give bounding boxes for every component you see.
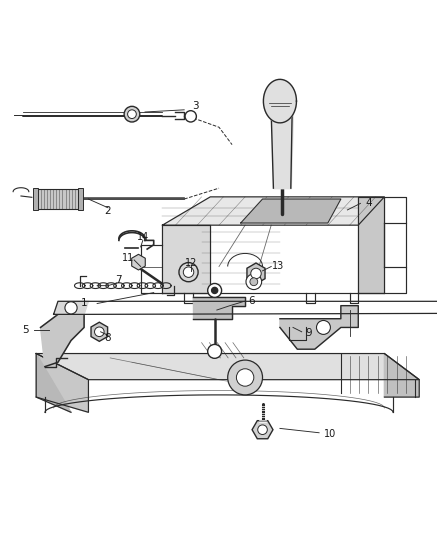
Polygon shape — [36, 353, 88, 413]
Text: 6: 6 — [248, 296, 255, 306]
Circle shape — [228, 360, 262, 395]
Circle shape — [212, 287, 218, 294]
Polygon shape — [36, 353, 419, 379]
Bar — [36, 189, 80, 208]
Text: 3: 3 — [192, 101, 198, 111]
Polygon shape — [385, 353, 419, 397]
Text: 9: 9 — [305, 328, 311, 338]
Text: 13: 13 — [272, 261, 284, 271]
Polygon shape — [280, 305, 358, 349]
Polygon shape — [53, 301, 88, 314]
Circle shape — [184, 267, 194, 277]
Polygon shape — [162, 197, 385, 225]
Polygon shape — [358, 197, 385, 293]
Polygon shape — [41, 305, 84, 367]
Text: 5: 5 — [22, 325, 28, 335]
Circle shape — [250, 278, 258, 286]
Text: 7: 7 — [116, 276, 122, 286]
Circle shape — [95, 327, 104, 336]
Text: 2: 2 — [105, 206, 111, 216]
Text: 1: 1 — [81, 298, 88, 309]
Text: 11: 11 — [121, 253, 134, 263]
Circle shape — [179, 263, 198, 282]
Circle shape — [124, 107, 140, 122]
Text: 10: 10 — [324, 429, 336, 439]
Bar — [33, 188, 38, 211]
Text: 12: 12 — [184, 258, 197, 268]
Circle shape — [208, 284, 222, 297]
Circle shape — [65, 302, 77, 314]
Circle shape — [208, 344, 222, 358]
Polygon shape — [36, 353, 71, 413]
Polygon shape — [162, 225, 210, 293]
Circle shape — [237, 369, 254, 386]
Circle shape — [317, 320, 330, 334]
Circle shape — [185, 111, 196, 122]
Text: 4: 4 — [366, 198, 372, 208]
Circle shape — [258, 425, 267, 434]
Circle shape — [251, 268, 261, 279]
Circle shape — [246, 274, 261, 289]
Bar — [78, 188, 83, 211]
Polygon shape — [263, 79, 297, 123]
Polygon shape — [193, 297, 245, 319]
Text: 14: 14 — [137, 232, 149, 242]
Polygon shape — [241, 199, 341, 223]
Text: 8: 8 — [105, 333, 111, 343]
Circle shape — [127, 110, 136, 118]
